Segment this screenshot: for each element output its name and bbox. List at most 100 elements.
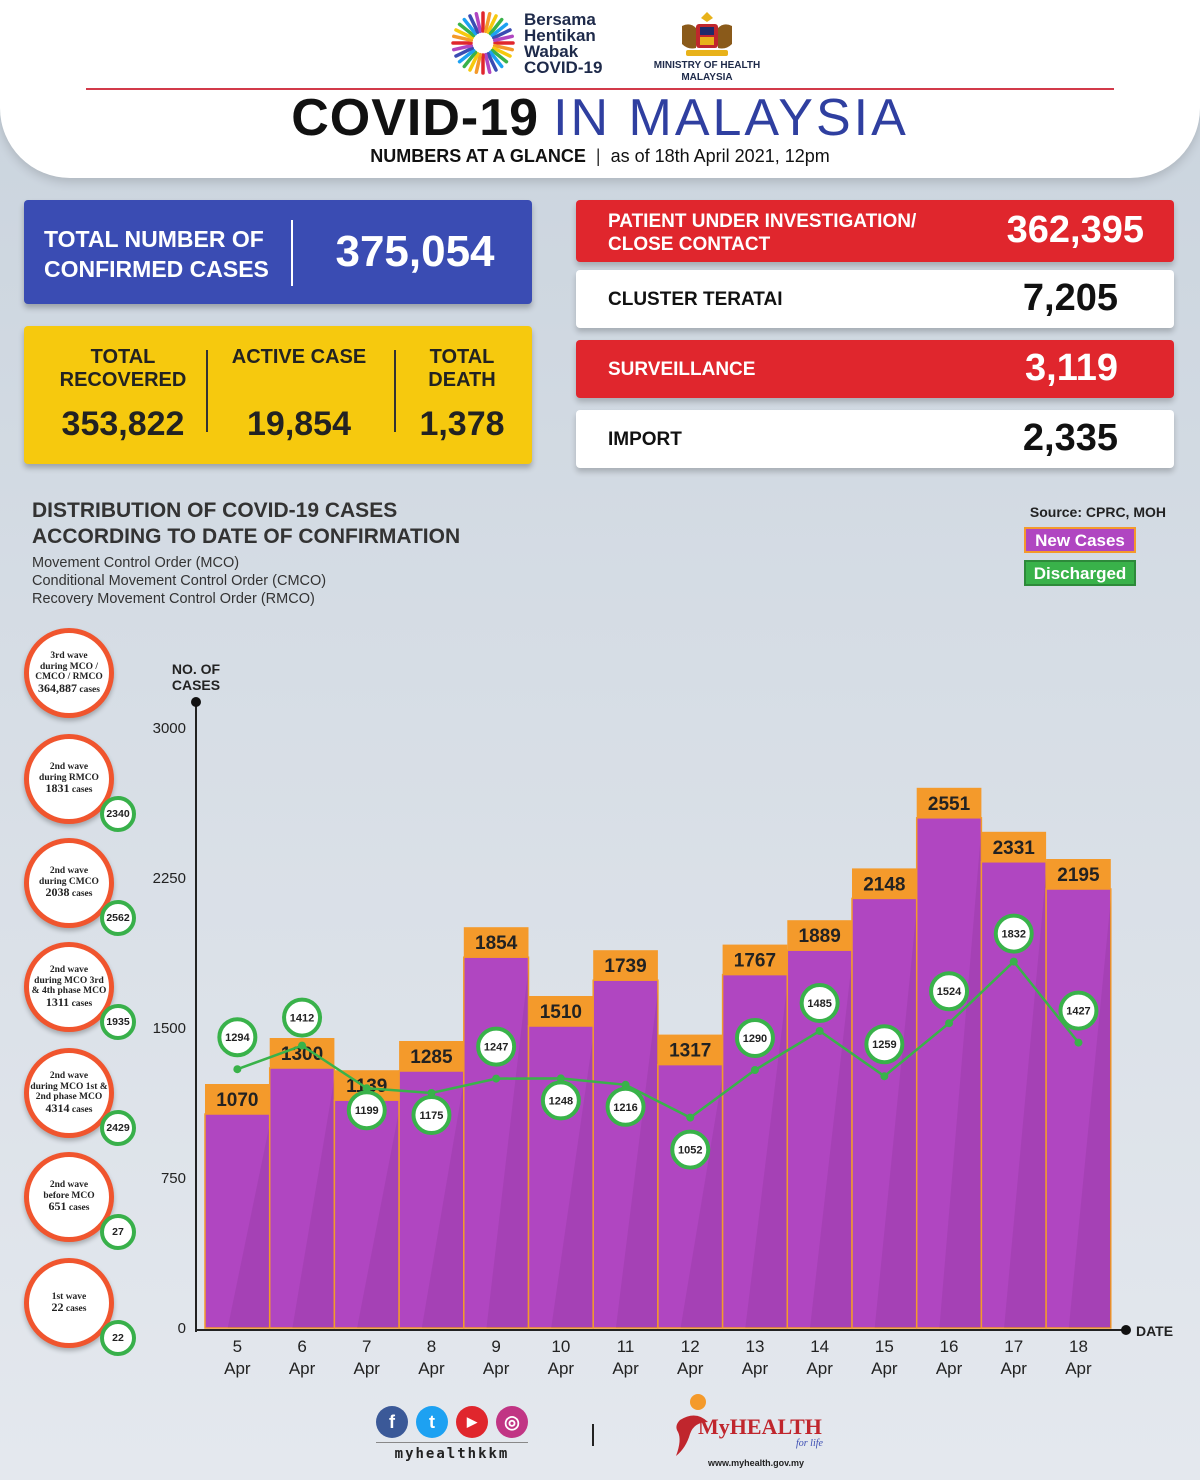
discharged-value-label: 1175 (420, 1110, 444, 1122)
bar-shade (357, 1110, 400, 1328)
bar-new-cases (592, 979, 659, 1329)
bar-label-bg (981, 831, 1047, 862)
discharged-point (686, 1113, 695, 1122)
discharged-badge (217, 1017, 258, 1058)
bar-shade (1004, 871, 1047, 1328)
wave-discharged-badge: 22 (100, 1320, 136, 1356)
facebook-icon[interactable]: f (376, 1406, 408, 1438)
myhealth-tagline: for life (796, 1438, 823, 1449)
social-handle[interactable]: myhealthkkm (376, 1442, 528, 1462)
wave-count-value: 4314 (45, 1100, 70, 1115)
wave-circle: 3rd wave during MCO / CMCO / RMCO 364,887 c… (24, 628, 114, 718)
discharged-point (427, 1089, 436, 1097)
discharged-badge (993, 913, 1034, 954)
bar-shade (227, 1124, 270, 1328)
bar-shade (551, 1036, 594, 1328)
mco-note: Recovery Movement Control Order (RMCO) (32, 591, 315, 607)
wave-discharged-badge: 27 (100, 1214, 136, 1250)
x-tick-label: 12 Apr (677, 1337, 704, 1378)
x-tick-label: 18 Apr (1065, 1337, 1092, 1378)
wave-text: CMCO / RMCO (35, 672, 103, 682)
discharged-point (880, 1072, 889, 1081)
import-value: 2,335 (1022, 417, 1118, 459)
campaign-line: Wabak (524, 42, 579, 61)
confirmed-label: TOTAL NUMBER OF CONFIRMED CASES (44, 226, 269, 282)
youtube-icon[interactable]: ▶ (456, 1406, 488, 1438)
campaign-logo-icon (451, 11, 515, 75)
discharged-value-label: 1427 (1066, 1006, 1090, 1018)
legend-discharged: Discharged (1024, 560, 1136, 586)
discharged-badge (346, 1090, 387, 1131)
bar-value-label: 1285 (410, 1047, 453, 1068)
death-value: 1,378 (419, 405, 505, 443)
discharged-badge (929, 971, 970, 1012)
x-tick-label: 8 Apr (418, 1337, 445, 1378)
title-light: IN MALAYSIA (553, 89, 909, 147)
confirmed-value: 375,054 (335, 227, 495, 276)
wave-text: 2nd wave (49, 965, 89, 975)
wave-text: before MCO (43, 1190, 95, 1201)
wave-label: 2nd wave before MCO 651 cases (29, 1180, 109, 1214)
cluster-value: 7,205 (1022, 277, 1118, 319)
bar-value-label: 1739 (604, 956, 646, 977)
wave-count: 1311 cases (29, 996, 109, 1010)
wave-count-unit: cases (69, 889, 93, 900)
bar-label-bg (657, 1034, 723, 1065)
wave-discharged-badge: 2429 (100, 1110, 136, 1146)
wave-label: 2nd wave during RMCO 1831 cases (29, 762, 109, 796)
discharged-value-label: 1216 (613, 1102, 637, 1114)
wave-count: 22 cases (29, 1301, 109, 1315)
x-tick-label: 14 Apr (806, 1337, 833, 1378)
bar-value-label: 1889 (799, 926, 841, 947)
bar-shade (615, 990, 658, 1328)
x-tick-label: 11 Apr (612, 1337, 639, 1378)
chart-title: DISTRIBUTION OF COVID-19 CASES ACCORDING… (32, 499, 461, 548)
wave-count: 364,887 cases (29, 682, 109, 696)
discharged-value-label: 1290 (743, 1033, 767, 1045)
death-label: TOTAL DEATH (428, 346, 496, 391)
death-stat: TOTAL DEATH 1,378 (404, 346, 520, 446)
pui-box: PATIENT UNDER INVESTIGATION/ CLOSE CONTA… (576, 200, 1174, 262)
wave-circle: 2nd wave before MCO 651 cases (24, 1152, 114, 1242)
wave-text: during RMCO (39, 772, 99, 783)
wave-discharged-badge: 2562 (100, 900, 136, 936)
bar-shade (292, 1078, 335, 1328)
discharged-value-label: 1247 (484, 1042, 508, 1054)
wave-circle: 2nd wave during CMCO 2038 cases (24, 838, 114, 928)
wave-count-value: 651 (48, 1199, 67, 1214)
bar-value-label: 1510 (540, 1002, 582, 1023)
x-tick-label: 17 Apr (1001, 1337, 1028, 1378)
instagram-icon[interactable]: ◎ (496, 1406, 528, 1438)
wave-text: during CMCO (39, 876, 99, 887)
footer-divider (592, 1424, 594, 1446)
bar-shade (874, 908, 917, 1328)
campaign-line: COVID-19 (524, 58, 603, 77)
discharged-point (492, 1074, 501, 1083)
discharged-badge (734, 1018, 775, 1058)
campaign-text: Bersama Hentikan Wabak COVID-19 (524, 10, 634, 77)
malaysia-crest-icon (682, 12, 732, 56)
myhealth-url[interactable]: www.myhealth.gov.my (708, 1458, 805, 1468)
discharged-badge (540, 1080, 581, 1121)
bar-value-label: 1317 (669, 1041, 711, 1062)
discharged-point (298, 1041, 307, 1050)
discharged-value-label: 1524 (937, 986, 962, 998)
divider (206, 350, 208, 432)
discharged-point (621, 1080, 630, 1089)
campaign-line: Bersama (524, 10, 596, 29)
import-label: IMPORT (608, 429, 682, 450)
wave-circle: 1st wave 22 cases (24, 1258, 114, 1348)
wave-count-value: 2038 (45, 885, 70, 900)
wave-text: 2nd wave (49, 866, 89, 877)
discharged-point (750, 1066, 759, 1074)
bar-value-label: 2551 (928, 794, 971, 815)
recovered-stat: TOTAL RECOVERED 353,822 (38, 346, 208, 446)
bar-label-bg (916, 787, 982, 818)
y-tick-label: 0 (178, 1320, 186, 1337)
myhealth-logo-icon (676, 1394, 708, 1456)
wave-discharged-badge: 1935 (100, 1004, 136, 1040)
subtitle-bold: NUMBERS AT A GLANCE (370, 146, 586, 166)
wave-count: 651 cases (29, 1199, 109, 1214)
twitter-icon[interactable]: t (416, 1406, 448, 1438)
